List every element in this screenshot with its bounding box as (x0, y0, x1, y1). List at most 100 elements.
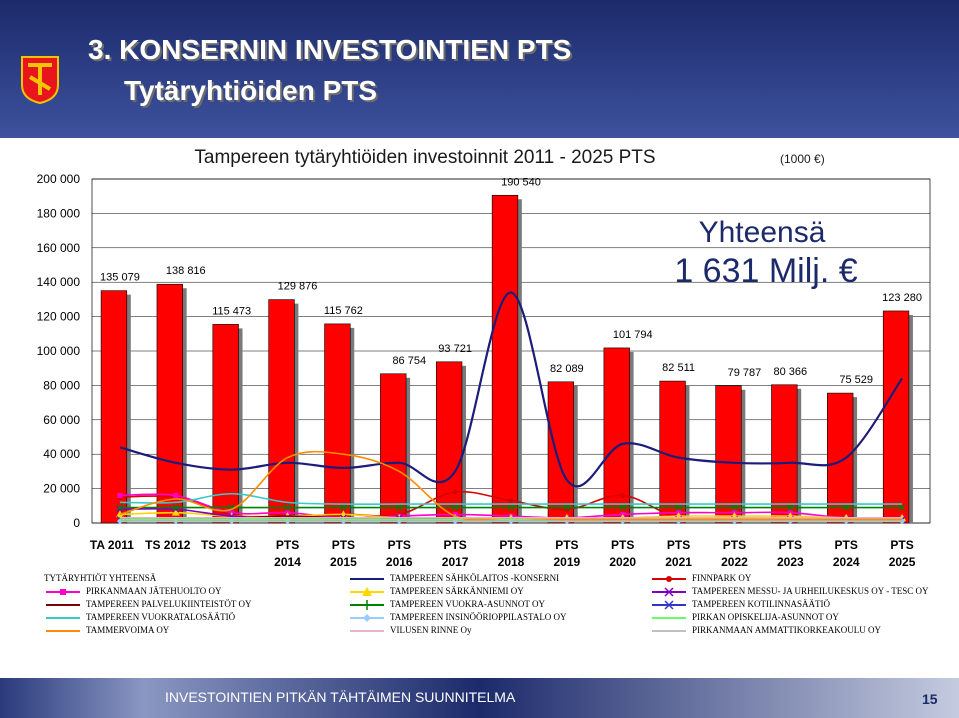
legend-label: PIRKANMAAN JÄTEHUOLTO OY (86, 586, 222, 596)
total-annotation-value: 1 631 Milj. € (674, 252, 857, 290)
x-tick-label: 2016 (386, 555, 413, 569)
x-tick-label: PTS (890, 538, 913, 552)
legend-swatch (652, 630, 686, 632)
bar-data-label: 82 089 (550, 363, 584, 375)
legend-label: TAMPEREEN KOTILINNASÄÄTIÖ (692, 599, 831, 609)
legend-swatch (46, 617, 80, 619)
bar-data-label: 135 079 (100, 272, 140, 284)
legend-label: PIRKANMAAN AMMATTIKORKEAKOULU OY (692, 625, 881, 635)
total-annotation-label: Yhteensä (699, 216, 826, 249)
legend-item: VILUSEN RINNE Oy (348, 625, 648, 637)
legend-swatch (46, 589, 80, 595)
x-tick-label: 2025 (889, 555, 916, 569)
legend-swatch (350, 614, 384, 622)
series-line (119, 492, 903, 506)
legend-swatch (46, 604, 80, 606)
page-number: 15 (922, 691, 938, 707)
series-marker (563, 504, 571, 511)
legend-item: TAMPEREEN SÄRKÄNNIEMI OY (348, 586, 648, 598)
series-marker (339, 504, 347, 511)
slide-subtitle: Tytäryhtiöiden PTS (124, 75, 378, 106)
bar (100, 290, 128, 524)
legend-swatch (652, 576, 686, 582)
legend-item: TAMPEREEN KOTILINNASÄÄTIÖ (650, 599, 950, 611)
x-tick-label: TS 2012 (145, 538, 191, 552)
legend-item: TAMPEREEN INSINÖÖRIOPPILASTALO OY (348, 612, 648, 624)
bar (771, 384, 798, 524)
y-tick-label: 200 000 (37, 172, 81, 186)
slide-title: 3. KONSERNIN INVESTOINTIEN PTS (88, 34, 572, 65)
y-tick-label: 100 000 (37, 344, 81, 358)
bar-data-label: 79 787 (728, 367, 762, 379)
y-tick-label: 80 000 (43, 378, 80, 392)
series-marker (451, 504, 459, 511)
series-marker (620, 492, 626, 498)
bar (380, 373, 407, 524)
legend-item: PIRKAN OPISKELIJA-ASUNNOT OY (650, 612, 950, 624)
series-marker (507, 504, 515, 511)
bar (491, 194, 519, 524)
investment-chart: 0 20 000 40 000 60 000 80 000 100 000 120 000 1… (0, 138, 959, 678)
x-tick-label: PTS (276, 538, 299, 552)
series-marker (898, 504, 906, 511)
x-tick-label: 2017 (442, 555, 469, 569)
chart-legend: TYTÄRYHTIÖT YHTEENSÄ TAMPEREEN SÄHKÖLAITO… (44, 573, 944, 645)
x-tick-label: 2021 (665, 555, 692, 569)
y-tick-label: 160 000 (37, 241, 81, 255)
legend-item: PIRKANMAAN AMMATTIKORKEAKOULU OY (650, 625, 950, 637)
bar (324, 323, 351, 524)
bar-data-label: 123 280 (882, 292, 922, 304)
legend-label: TYTÄRYHTIÖT YHTEENSÄ (44, 573, 157, 583)
series-marker (171, 508, 180, 516)
x-tick-label: 2023 (777, 555, 804, 569)
bar (827, 392, 854, 524)
legend-item: TAMPEREEN VUOKRATALOSÄÄTIÖ (44, 612, 344, 624)
x-tick-label: PTS (835, 538, 858, 552)
footer-text: INVESTOINTIEN PITKÄN TÄHTÄIMEN SUUNNITEL… (165, 689, 516, 705)
x-tick-label: PTS (555, 538, 578, 552)
legend-swatch (652, 587, 686, 597)
legend-item: FINNPARK OY (650, 573, 950, 585)
series-marker (619, 504, 627, 511)
tampere-coat-of-arms-logo (21, 56, 59, 105)
bar-data-label: 82 511 (662, 362, 695, 374)
x-tick-label: PTS (443, 538, 466, 552)
bar-data-label: 86 754 (392, 355, 426, 367)
series-marker (395, 504, 403, 511)
legend-label: TAMPEREEN PALVELUKIINTEISTÖT OY (86, 599, 252, 609)
bar (882, 310, 910, 524)
legend-label: FINNPARK OY (692, 573, 752, 583)
chart-title: Tampereen tytäryhtiöiden investoinnit 20… (194, 147, 655, 168)
legend-label: TAMPEREEN INSINÖÖRIOPPILASTALO OY (390, 612, 567, 622)
bar-data-label: 101 794 (613, 329, 653, 341)
legend-label: VILUSEN RINNE Oy (390, 625, 472, 635)
bar (435, 361, 463, 524)
x-tick-label: PTS (332, 538, 355, 552)
series-marker (786, 504, 794, 511)
x-tick-label: PTS (667, 538, 690, 552)
y-tick-label: 120 000 (37, 310, 81, 324)
bar-data-label: 93 721 (438, 343, 472, 355)
x-tick-label: 2019 (554, 555, 581, 569)
legend-label: PIRKAN OPISKELIJA-ASUNNOT OY (692, 612, 839, 622)
bar-data-label: 80 366 (774, 366, 808, 378)
series-marker (173, 492, 179, 498)
legend-label: TAMPEREEN SÄHKÖLAITOS -KONSERNI (390, 573, 560, 583)
legend-item: TAMMERVOIMA OY (44, 625, 344, 637)
x-tick-label: 2020 (609, 555, 636, 569)
legend-label: TAMMERVOIMA OY (86, 625, 170, 635)
series-marker (731, 504, 738, 511)
legend-swatch (350, 600, 384, 610)
y-tick-label: 180 000 (37, 206, 81, 220)
x-tick-label: 2014 (274, 555, 301, 569)
x-tick-label: PTS (611, 538, 634, 552)
x-tick-label: 2015 (330, 555, 357, 569)
legend-label: TAMPEREEN SÄRKÄNNIEMI OY (390, 586, 524, 596)
bar-data-label: 115 473 (212, 305, 251, 317)
series-marker (508, 498, 514, 504)
legend-label: TAMPEREEN VUOKRATALOSÄÄTIÖ (86, 612, 236, 622)
x-tick-label: PTS (779, 538, 802, 552)
legend-swatch (652, 600, 686, 610)
y-tick-label: 40 000 (43, 447, 80, 461)
legend-label: TAMPEREEN MESSU- JA URHEILUKESKUS OY - T… (692, 586, 929, 596)
